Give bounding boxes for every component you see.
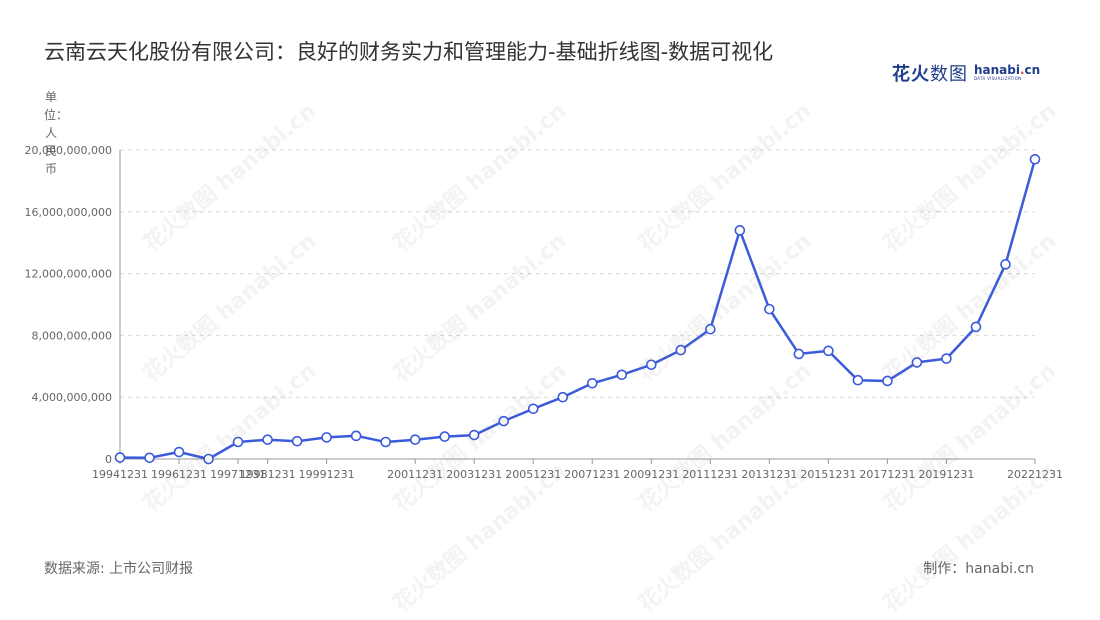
data-point (705, 323, 716, 335)
x-tick-label: 20011231 (387, 468, 443, 481)
data-point (675, 344, 687, 356)
x-tick-label: 20091231 (623, 468, 679, 481)
data-point (941, 353, 952, 364)
data-point (852, 374, 864, 386)
y-tick-label: 16,000,000,000 (25, 206, 112, 219)
data-point (291, 435, 303, 447)
x-tick-label: 20221231 (1007, 468, 1063, 481)
data-point (793, 348, 805, 360)
y-tick-label: 20,000,000,000 (25, 144, 112, 157)
data-point (498, 415, 510, 427)
data-point (823, 345, 834, 357)
data-source-note: 数据来源: 上市公司财报 (44, 561, 194, 577)
data-point (173, 446, 185, 458)
data-point (380, 436, 391, 448)
data-point (645, 359, 657, 371)
logo-cn-text: 花火数图 (892, 64, 968, 85)
data-point (262, 434, 273, 445)
x-tick-label: 20051231 (505, 468, 561, 481)
x-tick-label: 19991231 (299, 468, 355, 481)
x-tick-label: 20191231 (918, 468, 974, 481)
x-tick-label: 19971231 (210, 468, 266, 481)
data-point (350, 430, 362, 442)
x-tick-label: 20151231 (800, 468, 856, 481)
data-point (468, 429, 480, 441)
y-tick-label: 4,000,000,000 (32, 391, 112, 404)
logo-en-text: hanabi.cn DATA VISUALIZATION (974, 63, 1041, 81)
data-point (527, 403, 539, 415)
credit-note: 制作：hanabi.cn (923, 561, 1034, 577)
data-point (1000, 259, 1011, 270)
x-tick-label: 19941231 (92, 468, 148, 481)
data-point (764, 303, 775, 315)
data-point (114, 452, 126, 463)
y-tick-label: 0 (105, 453, 112, 466)
data-point (232, 436, 244, 448)
data-point (911, 357, 923, 368)
data-point (321, 432, 332, 443)
x-tick-label: 20171231 (859, 468, 915, 481)
data-point (409, 434, 421, 445)
x-tick-label: 20031231 (446, 468, 502, 481)
x-tick-label: 19981231 (240, 468, 296, 481)
data-point (586, 377, 598, 389)
chart-title: 云南云天化股份有限公司：良好的财务实力和管理能力-基础折线图-数据可视化 (44, 40, 774, 64)
x-tick-label: 19961231 (151, 468, 207, 481)
data-point (1029, 153, 1041, 165)
data-point (439, 431, 450, 442)
y-tick-label: 8,000,000,000 (32, 329, 112, 342)
data-point (882, 375, 893, 387)
brand-logo: 花火数图 hanabi.cn DATA VISUALIZATION (892, 60, 1040, 86)
data-point (616, 369, 628, 381)
data-point (734, 225, 746, 236)
x-tick-label: 20111231 (682, 468, 738, 481)
y-tick-label: 12,000,000,000 (25, 268, 112, 281)
data-point (144, 452, 155, 464)
data-point (557, 391, 569, 403)
x-tick-label: 20071231 (564, 468, 620, 481)
data-point (970, 321, 982, 333)
series-line (119, 158, 1037, 461)
x-tick-label: 20131231 (741, 468, 797, 481)
data-point (203, 453, 214, 465)
